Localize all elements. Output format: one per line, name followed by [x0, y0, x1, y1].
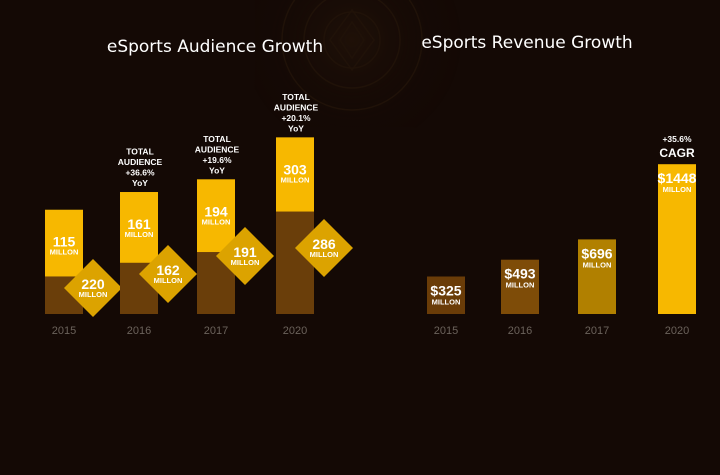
revenue-value-label: $325	[430, 283, 461, 299]
audience-diamond-value: 286	[312, 236, 336, 252]
audience-growth-annotation: +19.6%	[202, 155, 232, 165]
audience-growth-annotation: TOTAL	[282, 92, 310, 102]
audience-growth-annotation: +20.1%	[281, 113, 311, 123]
audience-diamond-value: 220	[81, 276, 105, 292]
audience-growth-annotation: AUDIENCE	[195, 144, 240, 154]
audience-bar-base	[276, 211, 314, 314]
audience-diamond	[295, 219, 353, 277]
audience-year-label: 2015	[52, 325, 76, 337]
audience-unit-label: MILLON	[125, 230, 154, 239]
background-ornament	[242, 0, 462, 150]
audience-value-label: 303	[283, 161, 307, 177]
revenue-chart-title: eSports Revenue Growth	[421, 33, 632, 53]
revenue-cagr-value: +35.6%	[662, 134, 692, 144]
revenue-value-label: $493	[504, 266, 535, 282]
revenue-value-label: $1448	[658, 170, 697, 186]
revenue-bar	[427, 276, 465, 314]
revenue-bar	[501, 259, 539, 314]
audience-diamond-value: 191	[233, 244, 257, 260]
revenue-chart: eSports Revenue Growth $325MILLON2015$49…	[421, 33, 696, 337]
audience-year-label: 2020	[283, 325, 307, 337]
revenue-year-label: 2017	[585, 325, 609, 337]
audience-diamond	[64, 259, 122, 317]
audience-value-label: 115	[53, 234, 76, 250]
audience-diamond-unit: MILLON	[79, 290, 108, 299]
audience-value-label: 161	[127, 216, 151, 232]
audience-diamond-unit: MILLON	[154, 276, 183, 285]
revenue-value-label: $696	[581, 245, 612, 261]
audience-year-label: 2017	[204, 325, 228, 337]
audience-unit-label: MILLON	[50, 248, 79, 257]
revenue-unit-label: MILLON	[432, 298, 461, 307]
audience-chart-title: eSports Audience Growth	[107, 37, 323, 57]
audience-diamond-value: 162	[156, 262, 180, 278]
audience-growth-annotation: AUDIENCE	[118, 157, 163, 167]
audience-diamond-unit: MILLON	[231, 258, 260, 267]
audience-year-label: 2016	[127, 325, 151, 337]
audience-growth-annotation: TOTAL	[126, 147, 154, 157]
audience-unit-label: MILLON	[281, 175, 310, 184]
revenue-unit-label: MILLON	[583, 260, 612, 269]
audience-value-label: 194	[204, 203, 228, 219]
audience-growth-annotation: AUDIENCE	[274, 102, 319, 112]
audience-growth-annotation: YoY	[209, 165, 225, 175]
revenue-year-label: 2015	[434, 325, 458, 337]
revenue-year-label: 2020	[665, 325, 689, 337]
revenue-bar	[658, 164, 696, 314]
audience-growth-annotation: TOTAL	[203, 134, 231, 144]
revenue-year-label: 2016	[508, 325, 532, 337]
audience-unit-label: MILLON	[202, 217, 231, 226]
audience-diamond-unit: MILLON	[310, 250, 339, 259]
revenue-unit-label: MILLON	[663, 185, 692, 194]
audience-chart: eSports Audience Growth 115MILLON220MILL…	[45, 37, 353, 337]
audience-growth-annotation: YoY	[132, 178, 148, 188]
audience-growth-annotation: YoY	[288, 123, 304, 133]
audience-diamond	[216, 227, 274, 285]
audience-diamond	[139, 245, 197, 303]
revenue-cagr-label: CAGR	[659, 146, 695, 160]
audience-growth-annotation: +36.6%	[125, 168, 155, 178]
revenue-unit-label: MILLON	[506, 281, 535, 290]
revenue-bar	[578, 239, 616, 314]
